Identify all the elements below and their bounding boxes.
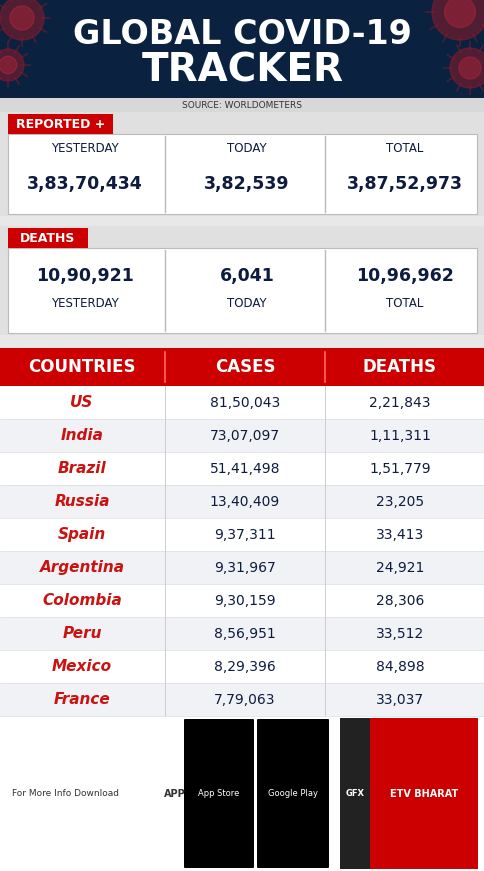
Text: TOTAL: TOTAL [386,141,423,154]
FancyBboxPatch shape [0,386,484,419]
Text: DEATHS: DEATHS [362,358,436,376]
FancyBboxPatch shape [183,719,254,868]
FancyBboxPatch shape [0,650,484,683]
Circle shape [0,0,44,40]
Circle shape [444,0,474,27]
Text: For More Info Download: For More Info Download [12,789,119,798]
FancyBboxPatch shape [0,0,484,98]
Text: 9,31,967: 9,31,967 [213,561,275,575]
Text: 10,96,962: 10,96,962 [355,267,453,285]
Circle shape [10,6,34,30]
Text: Peru: Peru [62,626,102,641]
Text: 1,51,779: 1,51,779 [368,462,430,476]
Text: Colombia: Colombia [42,593,121,608]
Text: 13,40,409: 13,40,409 [210,495,280,509]
FancyBboxPatch shape [0,452,484,485]
FancyBboxPatch shape [0,485,484,518]
FancyBboxPatch shape [0,716,484,871]
Text: COUNTRIES: COUNTRIES [28,358,136,376]
FancyBboxPatch shape [0,683,484,716]
Text: France: France [54,692,110,707]
Text: 51,41,498: 51,41,498 [209,462,280,476]
Text: GFX: GFX [345,789,364,798]
Text: Spain: Spain [58,527,106,542]
Text: 28,306: 28,306 [375,593,424,607]
Text: Argentina: Argentina [39,560,124,575]
Text: ETV BHARAT: ETV BHARAT [389,788,457,799]
FancyBboxPatch shape [0,518,484,551]
Text: 2,21,843: 2,21,843 [368,395,430,409]
FancyBboxPatch shape [0,617,484,650]
Circle shape [458,57,480,79]
Text: DEATHS: DEATHS [20,232,76,245]
Text: 23,205: 23,205 [375,495,423,509]
Text: 8,56,951: 8,56,951 [213,626,275,640]
Text: India: India [60,428,103,443]
Text: 3,87,52,973: 3,87,52,973 [346,175,462,193]
Text: CASES: CASES [214,358,275,376]
Text: TODAY: TODAY [227,141,266,154]
Text: 3,82,539: 3,82,539 [204,175,289,193]
Text: Google Play: Google Play [268,789,318,798]
Text: TOTAL: TOTAL [386,296,423,309]
Text: 84,898: 84,898 [375,659,424,673]
Text: 24,921: 24,921 [375,561,424,575]
Text: 3,83,70,434: 3,83,70,434 [27,175,143,193]
Text: App Store: App Store [198,789,239,798]
Text: REPORTED +: REPORTED + [16,118,105,131]
FancyBboxPatch shape [339,718,369,869]
FancyBboxPatch shape [0,551,484,584]
FancyBboxPatch shape [8,248,476,333]
FancyBboxPatch shape [8,134,476,214]
Text: 7,79,063: 7,79,063 [214,692,275,706]
Text: 10,90,921: 10,90,921 [36,267,134,285]
Text: 33,037: 33,037 [375,692,423,706]
Text: 9,30,159: 9,30,159 [214,593,275,607]
FancyBboxPatch shape [0,112,484,216]
FancyBboxPatch shape [0,348,484,386]
Circle shape [431,0,484,40]
Text: YESTERDAY: YESTERDAY [51,141,119,154]
Text: TRACKER: TRACKER [141,51,343,89]
Circle shape [0,49,24,81]
Text: 6,041: 6,041 [219,267,274,285]
Text: APP: APP [164,788,185,799]
Text: 81,50,043: 81,50,043 [210,395,280,409]
Text: 33,413: 33,413 [375,528,423,542]
Text: TODAY: TODAY [227,296,266,309]
FancyBboxPatch shape [0,98,484,114]
Text: YESTERDAY: YESTERDAY [51,296,119,309]
FancyBboxPatch shape [8,228,88,248]
FancyBboxPatch shape [0,419,484,452]
Text: 33,512: 33,512 [375,626,423,640]
FancyBboxPatch shape [8,114,113,134]
FancyBboxPatch shape [369,718,477,869]
Text: 9,37,311: 9,37,311 [214,528,275,542]
Circle shape [0,57,17,74]
FancyBboxPatch shape [0,584,484,617]
Text: 1,11,311: 1,11,311 [368,429,430,442]
Text: 73,07,097: 73,07,097 [210,429,279,442]
Text: GLOBAL COVID-19: GLOBAL COVID-19 [73,17,411,51]
Text: Brazil: Brazil [58,461,106,476]
Text: Mexico: Mexico [52,659,112,674]
Text: SOURCE: WORLDOMETERS: SOURCE: WORLDOMETERS [182,102,302,111]
Text: Russia: Russia [54,494,109,509]
FancyBboxPatch shape [257,719,328,868]
FancyBboxPatch shape [0,226,484,335]
Text: US: US [70,395,93,410]
Text: 8,29,396: 8,29,396 [213,659,275,673]
Circle shape [449,48,484,88]
